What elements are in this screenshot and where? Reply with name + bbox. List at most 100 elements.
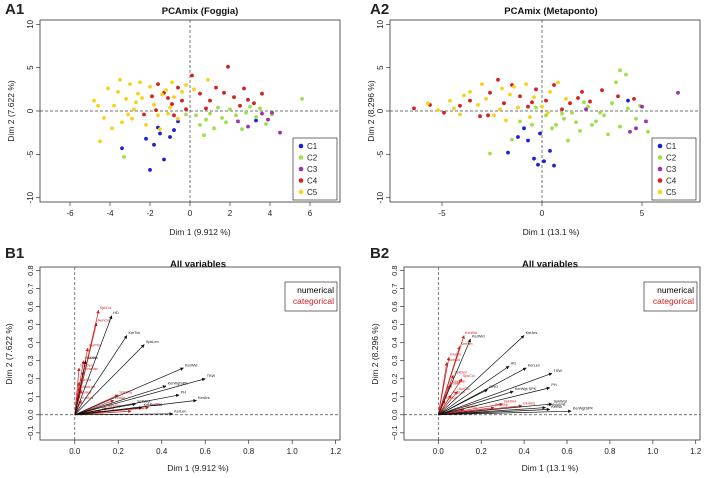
numerical-arrow-label: HD — [113, 311, 119, 315]
y-tick-label: 0.2 — [26, 374, 35, 384]
categorical-arrow-label: AwnLen — [82, 385, 95, 389]
scatter-point-c2 — [248, 104, 252, 109]
numerical-arrow — [438, 390, 514, 416]
panel-label: A2 — [370, 1, 389, 18]
numerical-arrow — [74, 377, 206, 416]
scatter-point-c5 — [106, 86, 110, 91]
scatter-point-c4 — [576, 96, 580, 100]
scatter-point-c4 — [588, 99, 592, 104]
x-tick-label: 0.4 — [519, 447, 531, 456]
scatter-point-c5 — [468, 90, 472, 94]
x-tick-label: 0.2 — [113, 447, 125, 456]
y-tick-label: 0.4 — [390, 337, 399, 347]
y-tick-label: 0.3 — [390, 355, 399, 365]
scatter-point-c1 — [168, 135, 172, 139]
scatter-point-c1 — [120, 146, 124, 151]
scatter-point-c1 — [148, 168, 152, 172]
x-tick-label: 0.0 — [69, 447, 81, 456]
numerical-arrow — [438, 335, 525, 416]
x-tick-label: -4 — [106, 209, 114, 218]
scatter-point-c1 — [626, 98, 630, 103]
scatter-point-c5 — [92, 98, 96, 103]
scatter-point-c5 — [476, 103, 480, 107]
scatter-point-c1 — [506, 150, 510, 155]
scatter-point-c3 — [246, 124, 250, 129]
scatter-point-c2 — [602, 113, 606, 118]
legend-marker-c2 — [298, 155, 304, 160]
scatter-point-c5 — [180, 90, 184, 94]
numerical-arrow — [74, 315, 113, 415]
scatter-point-c4 — [486, 113, 490, 118]
y-axis-label: Dim 2 (7.622 %) — [6, 80, 16, 142]
x-tick-label: 0.6 — [200, 447, 212, 456]
scatter-point-c4 — [488, 90, 492, 95]
legend-marker-c5 — [298, 189, 304, 195]
scatter-point-c5 — [524, 82, 528, 87]
scatter-point-c4 — [142, 112, 146, 117]
scatter-point-c2 — [590, 122, 594, 127]
scatter-point-c5 — [140, 96, 144, 100]
scatter-point-c3 — [278, 130, 282, 135]
legend-marker-c3 — [657, 166, 663, 172]
scatter-point-c2 — [566, 138, 570, 143]
legend-label: C5 — [666, 188, 677, 197]
scatter-point-c5 — [480, 82, 484, 87]
numerical-arrow-label: KerNo — [87, 356, 98, 360]
numerical-arrow — [438, 409, 572, 416]
scatter-point-c4 — [568, 101, 572, 106]
categorical-arrow-label: SpkDen — [80, 363, 93, 367]
legend-label: C1 — [307, 142, 318, 151]
scatter-point-c5 — [532, 95, 536, 100]
scatter-point-c1 — [522, 126, 526, 131]
x-axis-label: Dim 1 (9.912 %) — [167, 463, 229, 473]
scatter-point-c5 — [426, 101, 430, 106]
scatter-point-c4 — [226, 64, 230, 69]
scatter-point-c4 — [458, 103, 462, 108]
scatter-point-c2 — [258, 106, 262, 111]
numerical-arrow-label: SpkWgt — [554, 399, 568, 403]
scatter-point-c4 — [560, 107, 564, 112]
scatter-point-c2 — [510, 137, 514, 142]
categorical-arrow-label: KerWid — [465, 331, 477, 335]
scatter-point-c5 — [546, 110, 550, 115]
numerical-arrow — [438, 407, 551, 416]
y-tick-label: 5 — [26, 65, 35, 70]
plot-frame — [39, 266, 341, 441]
scatter-point-c2 — [240, 127, 244, 132]
scatter-point-c3 — [266, 117, 270, 122]
numerical-arrow — [437, 338, 471, 415]
categorical-arrow-label: SpkDen — [454, 371, 467, 375]
numerical-arrow — [74, 385, 167, 416]
x-tick-label: 0.8 — [243, 447, 255, 456]
legend-marker-c5 — [657, 189, 663, 195]
y-tick-label: 0.4 — [26, 337, 35, 347]
categorical-arrow-label: StmCol — [132, 407, 144, 411]
numerical-arrow-label: KerWgtSPK — [573, 407, 594, 411]
scatter-point-c4 — [412, 106, 416, 111]
x-tick-label: 0 — [540, 209, 545, 218]
y-tick-label: 0.1 — [26, 392, 35, 402]
scatter-point-c5 — [512, 84, 516, 89]
scatter-point-c5 — [564, 96, 568, 101]
y-tick-label: 0.2 — [390, 374, 399, 384]
numerical-arrow — [438, 372, 553, 416]
legend-marker-c4 — [298, 178, 304, 183]
numerical-arrow-label: TKW — [554, 369, 563, 373]
numerical-arrow — [74, 344, 145, 416]
legend-label: C2 — [307, 154, 318, 163]
scatter-point-c5 — [192, 87, 196, 92]
x-tick-label: 1.2 — [330, 447, 342, 456]
categorical-arrow-label: LeaAtt — [450, 381, 460, 385]
y-tick-label: 0.7 — [390, 283, 399, 293]
scatter-point-c4 — [530, 100, 534, 105]
scatter-point-c1 — [526, 138, 530, 143]
categorical-arrow-label: KerCol — [446, 396, 457, 400]
panel-a2: A2 PCAmix (Metaponto) -5 0 5 -10 -5 0 5 10 Dim 1 (… — [366, 1, 701, 237]
scatter-point-c4 — [238, 103, 242, 108]
numerical-arrow-label: KerNo — [551, 405, 562, 409]
scatter-point-c5 — [528, 115, 532, 119]
panel-label: B2 — [370, 245, 389, 262]
scatter-point-c2 — [578, 129, 582, 133]
categorical-arrow-label: GluCol — [450, 353, 461, 357]
